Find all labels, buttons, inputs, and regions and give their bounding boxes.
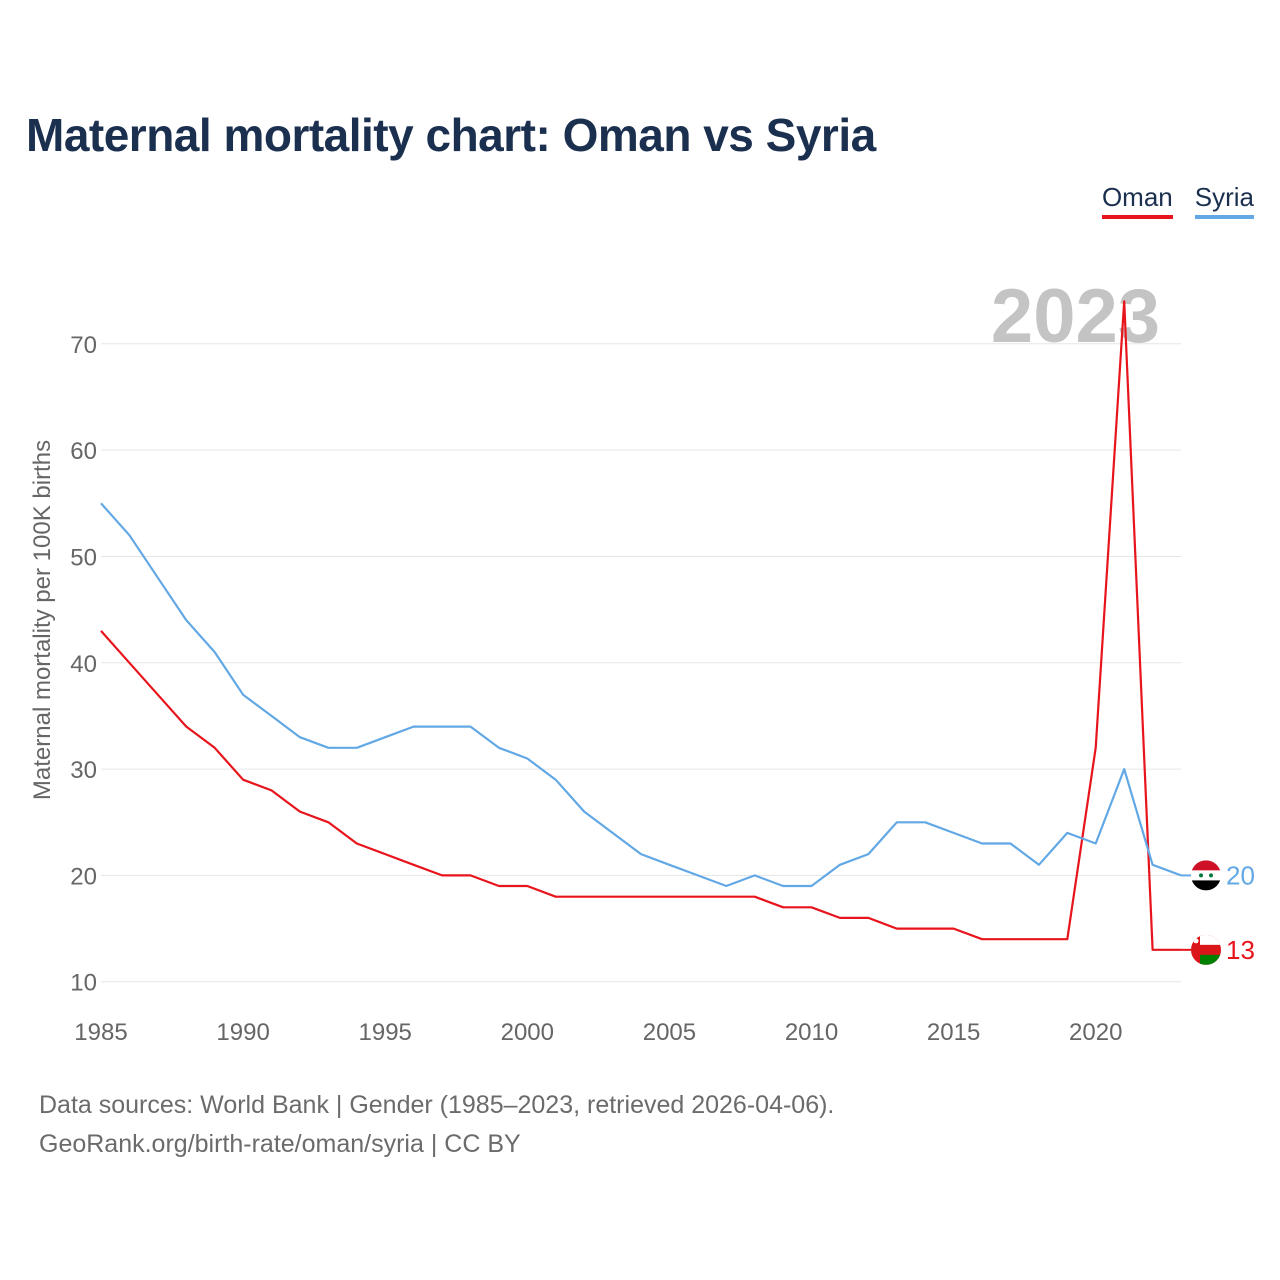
credit-link[interactable]: GeoRank.org/birth-rate/oman/syria | CC B…: [39, 1130, 521, 1158]
series-line-oman[interactable]: [100, 300, 1181, 951]
y-axis-label: Maternal mortality per 100K births: [29, 440, 56, 800]
y-tick-label: 40: [70, 651, 97, 678]
x-tick-label: 2000: [501, 1019, 554, 1046]
y-tick-label: 60: [70, 438, 97, 465]
data-source-note: Data sources: World Bank | Gender (1985–…: [39, 1091, 835, 1119]
footer: Data sources: World Bank | Gender (1985–…: [39, 1086, 834, 1164]
grid-lines: [101, 343, 1181, 983]
x-tick-label: 2020: [1069, 1019, 1122, 1046]
y-tick-label: 70: [70, 332, 97, 359]
x-tick-label: 2010: [785, 1019, 838, 1046]
end-value-label-syria: 20: [1226, 860, 1255, 890]
legend: Oman Syria: [1101, 182, 1254, 219]
y-tick-label: 10: [70, 970, 97, 997]
end-marker-syria: 20: [1181, 860, 1255, 891]
x-axis-ticks: 1985 1990 1995 2000 2005 2010 2015 2020: [74, 1019, 1122, 1046]
year-watermark: 2023: [991, 274, 1160, 359]
oman-flag-icon: [1191, 934, 1221, 965]
y-tick-label: 50: [70, 544, 97, 571]
chart-title: Maternal mortality chart: Oman vs Syria: [26, 109, 876, 161]
series-line-syria[interactable]: [100, 502, 1182, 888]
x-tick-label: 1990: [216, 1019, 269, 1046]
end-marker-oman: 13: [1181, 934, 1255, 965]
line-chart: 2023 10 20 30 40 50 60 70 1985 1990 1995 2000 2005…: [29, 274, 1255, 1046]
y-axis-ticks: 10 20 30 40 50 60 70: [70, 332, 97, 997]
syria-flag-icon: [1191, 860, 1221, 891]
x-tick-label: 2005: [643, 1019, 696, 1046]
y-tick-label: 30: [70, 757, 97, 784]
x-tick-label: 1985: [74, 1019, 127, 1046]
x-tick-label: 1995: [359, 1019, 412, 1046]
x-tick-label: 2015: [927, 1019, 980, 1046]
y-tick-label: 20: [70, 863, 97, 890]
legend-item-syria[interactable]: Syria: [1194, 182, 1254, 219]
end-value-label-oman: 13: [1226, 935, 1255, 965]
legend-item-oman[interactable]: Oman: [1101, 182, 1173, 219]
